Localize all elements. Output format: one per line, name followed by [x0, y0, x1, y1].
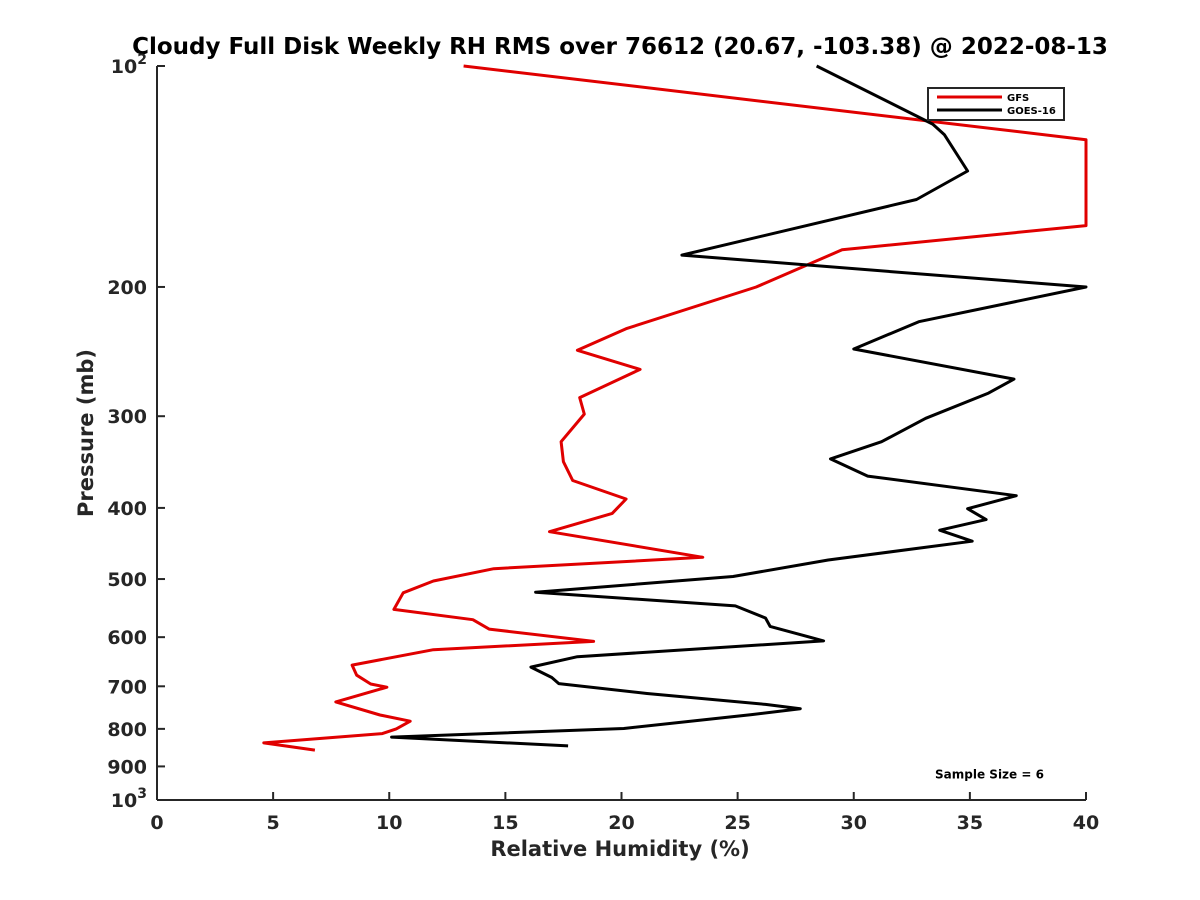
y-tick-label: 600	[107, 627, 147, 649]
x-tick-label: 30	[841, 812, 867, 834]
legend-label: GOES-16	[1007, 106, 1056, 117]
y-tick-label: 700	[107, 676, 147, 698]
y-tick-label: 800	[107, 719, 147, 741]
x-tick-label: 25	[724, 812, 750, 834]
x-tick-label: 10	[376, 812, 402, 834]
legend: GFS GOES-16	[927, 87, 1065, 121]
plot-area: 0 5 10 15 20 25 30 35 40 102 200 300 400 500 600 700 80…	[107, 52, 1099, 834]
annotation-text: Sample Size = 6	[935, 768, 1044, 782]
y-tick-label: 900	[107, 756, 147, 778]
y-tick-label: 500	[107, 569, 147, 591]
x-axis-label: Relative Humidity (%)	[490, 837, 749, 861]
series-line-gfs	[262, 64, 1088, 752]
annotations: Sample Size = 6	[935, 768, 1044, 782]
legend-box	[927, 87, 1065, 121]
x-tick-label: 5	[267, 812, 280, 834]
y-tick-label: 300	[107, 406, 147, 428]
legend-label: GFS	[1007, 93, 1029, 104]
series-line-goes-16	[390, 64, 1088, 748]
y-tick-label: 400	[107, 498, 147, 520]
y-axis-label: Pressure (mb)	[74, 349, 98, 517]
series-layer	[262, 64, 1088, 752]
x-tick-label: 20	[608, 812, 634, 834]
y-tick-label: 103	[111, 786, 147, 812]
y-tick-label: 200	[107, 277, 147, 299]
x-ticks: 0 5 10 15 20 25 30 35 40	[150, 792, 1099, 834]
x-tick-label: 35	[957, 812, 983, 834]
legend-items: GFS GOES-16	[937, 93, 1056, 117]
y-tick-label: 102	[111, 52, 147, 78]
x-tick-label: 0	[150, 812, 163, 834]
y-ticks: 102 200 300 400 500 600 700 800 900 103	[107, 52, 165, 812]
x-tick-label: 15	[492, 812, 518, 834]
chart-title: Cloudy Full Disk Weekly RH RMS over 7661…	[132, 34, 1108, 60]
x-tick-label: 40	[1073, 812, 1099, 834]
